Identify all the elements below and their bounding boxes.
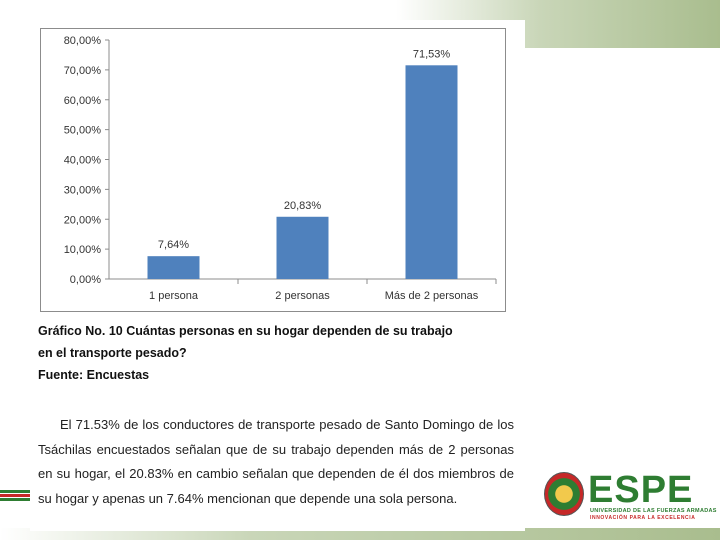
- bar: [405, 65, 458, 279]
- bar-chart: 0,00% 10,00% 20,00% 30,00% 40,00% 50,00% 60,00…: [40, 28, 506, 312]
- data-label: 71,53%: [413, 48, 451, 60]
- y-tick-label: 10,00%: [64, 244, 102, 256]
- bar: [147, 256, 200, 279]
- y-tick-label: 40,00%: [64, 155, 102, 167]
- caption-line-1: Gráfico No. 10 Cuántas personas en su ho…: [38, 324, 453, 338]
- flag-stripe-red: [0, 494, 30, 497]
- x-tick-label: 1 persona: [149, 290, 199, 302]
- espe-logo: ESPE UNIVERSIDAD DE LAS FUERZAS ARMADAS …: [540, 469, 716, 522]
- chart-caption: Gráfico No. 10 Cuántas personas en su ho…: [38, 320, 518, 386]
- chart-svg: 0,00% 10,00% 20,00% 30,00% 40,00% 50,00% 60,00…: [64, 35, 497, 302]
- y-tick-label: 20,00%: [64, 214, 102, 226]
- caption-source: Fuente: Encuestas: [38, 368, 150, 382]
- x-tick-label: Más de 2 personas: [385, 290, 479, 302]
- y-tick-label: 70,00%: [64, 65, 102, 77]
- data-label: 7,64%: [158, 239, 189, 251]
- data-label: 20,83%: [284, 200, 322, 212]
- x-tick-label: 2 personas: [275, 290, 330, 302]
- flag-stripe-green-2: [0, 498, 30, 501]
- y-tick-label: 0,00%: [70, 274, 101, 286]
- y-tick-label: 60,00%: [64, 95, 102, 107]
- logo-wordmark: ESPE: [588, 469, 694, 511]
- flag-stripe-green: [0, 490, 30, 493]
- y-tick-label: 50,00%: [64, 125, 102, 137]
- logo-subtitle: UNIVERSIDAD DE LAS FUERZAS ARMADAS: [590, 508, 717, 514]
- university-crest-icon: [544, 472, 584, 516]
- logo-tagline: INNOVACIÓN PARA LA EXCELENCIA: [590, 515, 696, 521]
- bar: [276, 216, 329, 279]
- analysis-paragraph: El 71.53% de los conductores de transpor…: [38, 417, 514, 506]
- bottom-decor-band: [0, 528, 720, 540]
- y-tick-label: 80,00%: [64, 35, 102, 47]
- y-tick-label: 30,00%: [64, 184, 102, 196]
- slide-content: 0,00% 10,00% 20,00% 30,00% 40,00% 50,00% 60,00…: [30, 20, 525, 531]
- caption-line-2: en el transporte pesado?: [38, 346, 187, 360]
